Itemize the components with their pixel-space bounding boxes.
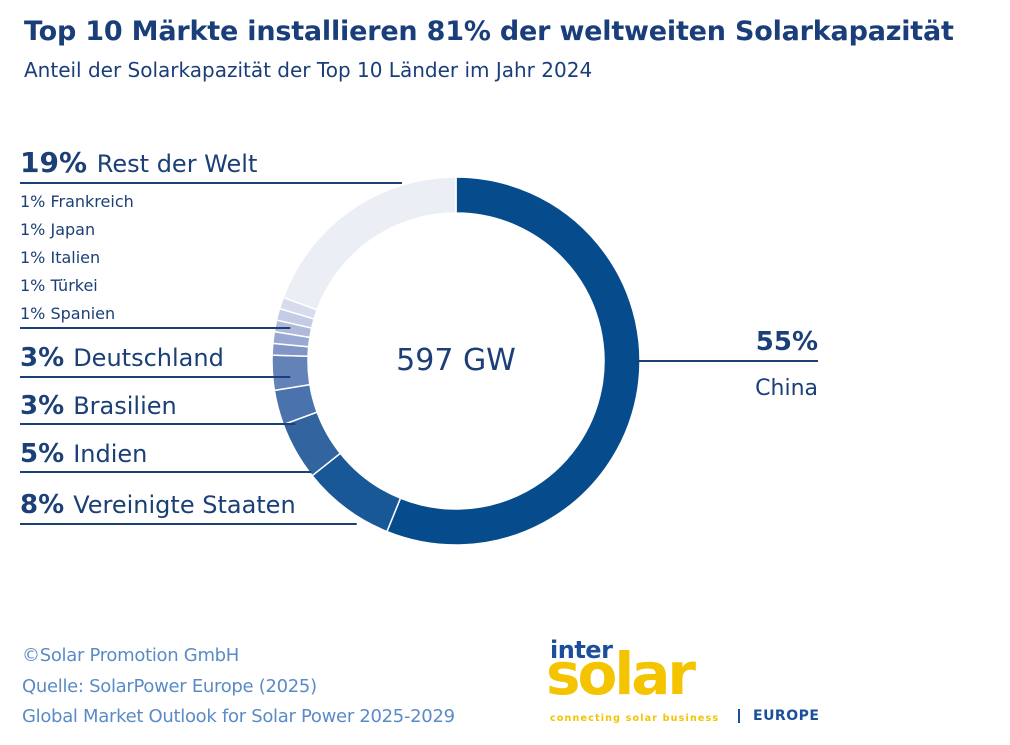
donut-slices — [271, 176, 641, 546]
category-label-rest-der-welt: Rest der Welt — [97, 150, 258, 178]
slice-deutschland — [271, 354, 311, 392]
slice-rest-der-welt — [282, 176, 457, 311]
logo-inter-text: inter — [550, 636, 613, 664]
category-label-china: China — [755, 376, 818, 401]
category-label-vereinigte-staaten: Vereinigte Staaten — [73, 491, 295, 519]
source-text: Quelle: SolarPower Europe (2025) — [22, 676, 317, 697]
value-label-vereinigte-staaten: 8% — [20, 490, 73, 520]
category-label-deutschland: Deutschland — [73, 344, 224, 372]
label-indien: 5% Indien — [20, 439, 147, 469]
publication-text: Global Market Outlook for Solar Power 20… — [22, 706, 455, 727]
label-turkei: 1% Türkei — [20, 276, 98, 295]
center-total-label: 597 GW — [396, 343, 516, 378]
slice-china — [385, 176, 641, 546]
value-label-china: 55% — [756, 327, 818, 357]
label-deutschland: 3% Deutschland — [20, 343, 224, 373]
category-label-indien: Indien — [73, 440, 147, 468]
chart-title: Top 10 Märkte installieren 81% der weltw… — [24, 16, 954, 47]
value-label-indien: 5% — [20, 439, 73, 469]
label-frankreich: 1% Frankreich — [20, 192, 134, 211]
category-label-brasilien: Brasilien — [73, 392, 177, 420]
label-rest-der-welt: 19% Rest der Welt — [20, 146, 257, 179]
chart-subtitle: Anteil der Solarkapazität der Top 10 Län… — [24, 58, 593, 82]
logo-tagline: connecting solar business — [550, 713, 720, 724]
value-label-deutschland: 3% — [20, 343, 73, 373]
label-vereinigte-staaten: 8% Vereinigte Staaten — [20, 490, 296, 520]
value-label-rest-der-welt: 19% — [20, 146, 97, 179]
logo-separator — [738, 709, 740, 723]
logo-region: EUROPE — [753, 708, 820, 724]
value-label-brasilien: 3% — [20, 391, 73, 421]
label-japan: 1% Japan — [20, 220, 95, 239]
label-italien: 1% Italien — [20, 248, 100, 267]
copyright-text: ©Solar Promotion GmbH — [22, 645, 240, 666]
logo-solar-text: solar — [546, 640, 696, 708]
label-spanien: 1% Spanien — [20, 304, 115, 323]
label-brasilien: 3% Brasilien — [20, 391, 177, 421]
